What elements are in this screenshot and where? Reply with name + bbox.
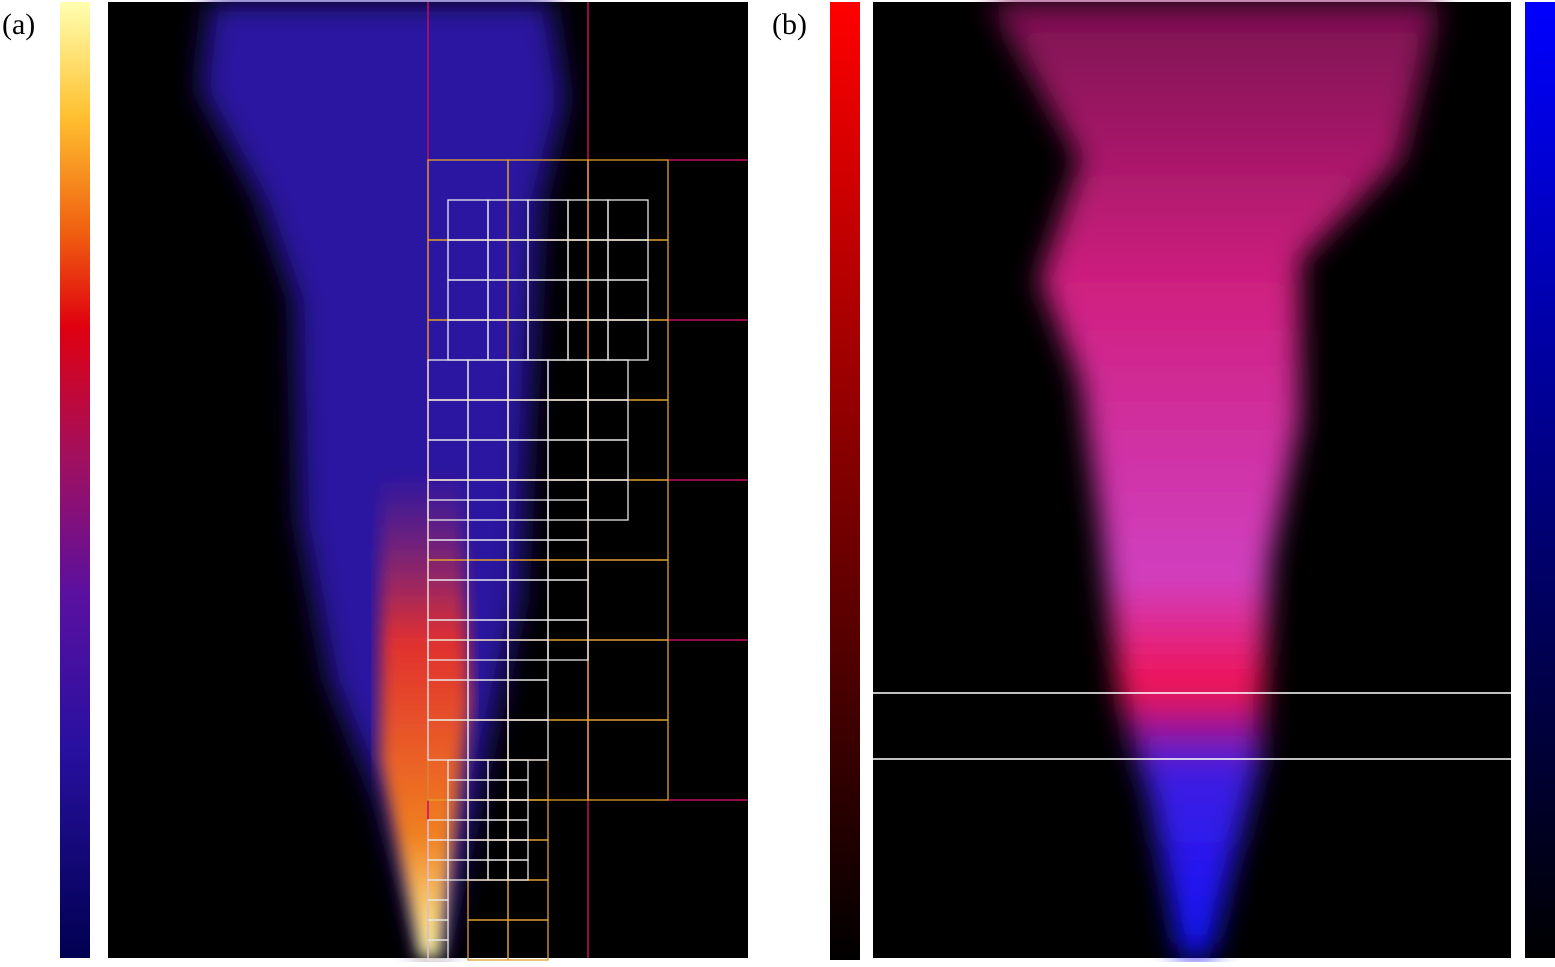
mesh-line: [507, 919, 549, 961]
mesh-line: [507, 859, 529, 881]
colorbar: [60, 2, 90, 958]
mesh: [427, 2, 748, 961]
panel-label: (a): [2, 8, 35, 41]
mesh-line: [427, 939, 449, 961]
mesh-line: [587, 719, 669, 801]
panel-label: (b): [772, 8, 807, 41]
colorbar: [830, 2, 860, 960]
colorbar: [1525, 2, 1555, 958]
plume: [990, 2, 1440, 958]
